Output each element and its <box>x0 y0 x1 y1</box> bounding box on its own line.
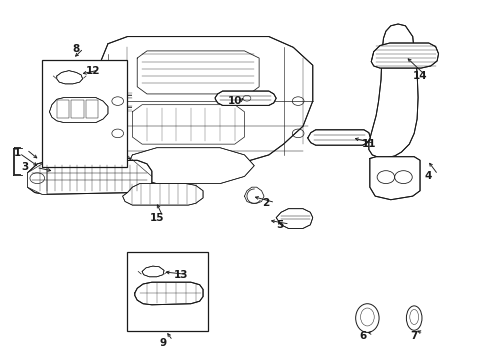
Bar <box>71 100 83 118</box>
Bar <box>42 60 127 167</box>
Polygon shape <box>27 160 152 194</box>
Text: 1: 1 <box>13 148 20 158</box>
Text: 13: 13 <box>173 270 188 280</box>
Text: 9: 9 <box>159 338 166 348</box>
Text: 12: 12 <box>86 66 101 76</box>
Text: 5: 5 <box>276 220 283 230</box>
Text: 10: 10 <box>227 96 242 106</box>
Text: 3: 3 <box>21 162 28 172</box>
Polygon shape <box>368 24 417 158</box>
Polygon shape <box>307 130 369 145</box>
Text: 15: 15 <box>149 213 163 222</box>
Polygon shape <box>122 184 203 205</box>
Polygon shape <box>370 43 438 68</box>
Bar <box>127 252 207 330</box>
Ellipse shape <box>355 304 378 332</box>
Text: 6: 6 <box>358 331 366 341</box>
Text: 8: 8 <box>73 44 80 54</box>
Bar <box>86 100 98 118</box>
Text: 11: 11 <box>361 139 375 149</box>
Polygon shape <box>27 164 47 194</box>
Ellipse shape <box>406 306 421 330</box>
Bar <box>407 169 416 184</box>
Ellipse shape <box>360 308 373 326</box>
Polygon shape <box>142 266 163 277</box>
Polygon shape <box>369 157 419 200</box>
Polygon shape <box>49 98 108 123</box>
Text: 2: 2 <box>262 198 269 208</box>
Polygon shape <box>276 209 312 228</box>
Polygon shape <box>135 282 203 305</box>
Polygon shape <box>57 71 82 84</box>
Polygon shape <box>88 37 312 166</box>
Bar <box>57 100 69 118</box>
Polygon shape <box>127 148 254 184</box>
Polygon shape <box>215 91 276 105</box>
Ellipse shape <box>409 310 418 324</box>
Text: 14: 14 <box>412 71 427 81</box>
Text: 4: 4 <box>424 171 431 181</box>
Text: 7: 7 <box>409 331 417 341</box>
